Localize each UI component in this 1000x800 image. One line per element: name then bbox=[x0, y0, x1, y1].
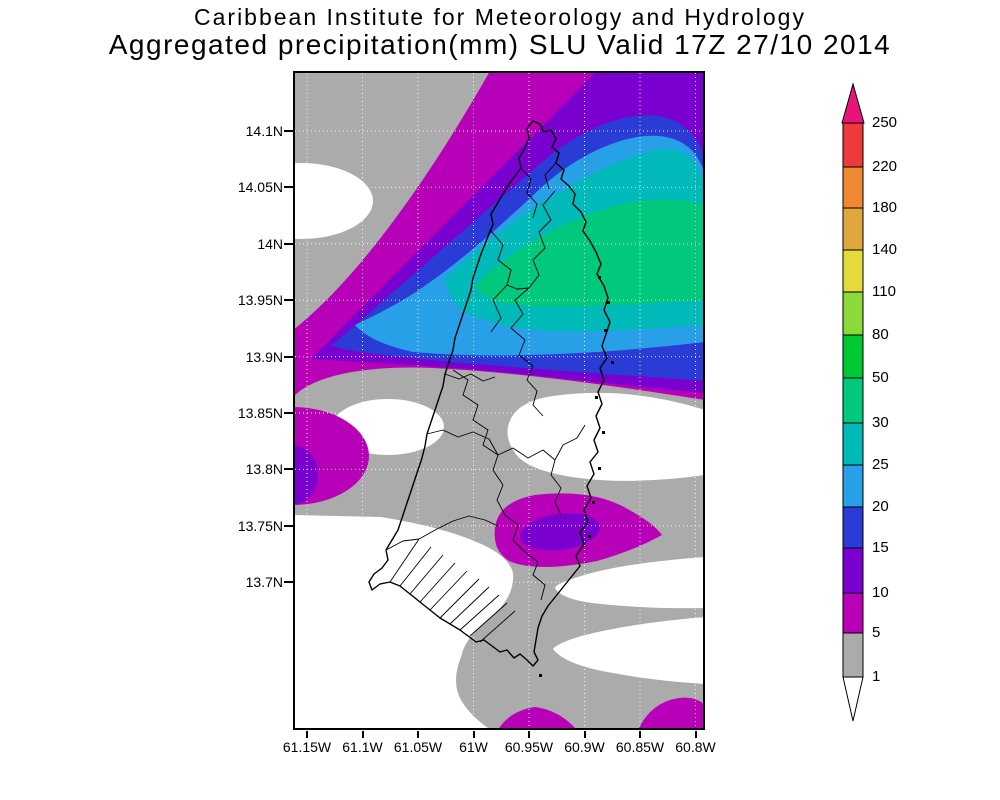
lat-tick-label: 14.1N bbox=[245, 123, 283, 139]
lat-tick bbox=[284, 299, 293, 302]
band-sub1mm-east-mid bbox=[507, 392, 705, 481]
colorbar-segment-blue bbox=[842, 506, 864, 549]
colorbar-above-max-arrow bbox=[841, 82, 865, 124]
lat-tick-label: 13.75N bbox=[237, 517, 283, 534]
band-30-50mm-core bbox=[475, 199, 705, 307]
colorbar bbox=[841, 82, 865, 722]
plot-title: Aggregated precipitation(mm) SLU Valid 1… bbox=[108, 29, 892, 60]
colorbar-level-label: 30 bbox=[872, 414, 889, 431]
colorbar-segment-violet bbox=[842, 547, 864, 594]
lat-tick bbox=[284, 524, 293, 527]
lat-tick bbox=[284, 581, 293, 584]
lon-tick-label: 61W bbox=[459, 739, 488, 755]
lat-tick bbox=[284, 468, 293, 471]
institution-title: Caribbean Institute for Meteorology and … bbox=[194, 4, 806, 30]
lat-tick-label: 13.9N bbox=[245, 348, 283, 365]
band-sub1mm-southeast-lower bbox=[553, 617, 705, 684]
precipitation-map bbox=[293, 71, 705, 730]
lat-tick-label: 13.7N bbox=[245, 574, 283, 591]
colorbar-segment-orange bbox=[842, 166, 864, 209]
colorbar-segment-amber bbox=[842, 207, 864, 251]
lon-tick-label: 61.1W bbox=[342, 739, 383, 755]
lon-tick bbox=[417, 731, 419, 738]
lon-tick-label: 60.95W bbox=[504, 739, 554, 755]
colorbar-segment-lightblue bbox=[842, 464, 864, 508]
colorbar-segment-green bbox=[842, 334, 864, 379]
lat-tick bbox=[284, 355, 293, 358]
lat-tick bbox=[284, 130, 293, 132]
lon-tick bbox=[583, 731, 586, 738]
lat-tick bbox=[284, 186, 293, 189]
colorbar-level-label: 1 bbox=[872, 668, 881, 685]
lon-tick bbox=[472, 731, 475, 738]
lat-tick-label: 14N bbox=[257, 235, 283, 252]
band-sub1mm-northwest bbox=[293, 163, 373, 239]
title-block: Caribbean Institute for Meteorology and … bbox=[0, 4, 1000, 59]
colorbar-level-label: 20 bbox=[872, 498, 889, 515]
band-5-10mm-southeast-corner bbox=[638, 697, 705, 730]
lon-tick-label: 61.05W bbox=[393, 739, 443, 755]
colorbar-level-label: 220 bbox=[872, 158, 898, 175]
band-10-15mm-west-core bbox=[293, 445, 318, 505]
lon-tick bbox=[528, 731, 530, 738]
colorbar-level-label: 5 bbox=[872, 624, 881, 641]
precipitation-field bbox=[293, 71, 705, 730]
watershed-boundaries bbox=[385, 162, 586, 643]
colorbar-level-label: 15 bbox=[872, 539, 889, 556]
lon-tick bbox=[306, 731, 308, 738]
lat-tick-label: 13.95N bbox=[237, 292, 283, 309]
colorbar-segment-springgreen bbox=[842, 377, 864, 424]
island-saint-lucia bbox=[368, 120, 614, 677]
island-coastline bbox=[368, 120, 611, 667]
colorbar-below-min-arrow bbox=[842, 676, 864, 722]
colorbar-level-label: 140 bbox=[872, 241, 898, 258]
colorbar-segment-red bbox=[842, 122, 864, 168]
band-sub1mm-southwest bbox=[293, 515, 514, 730]
colorbar-level-label: 50 bbox=[872, 369, 889, 386]
colorbar-segment-magenta bbox=[842, 592, 864, 634]
colorbar-level-label: 250 bbox=[872, 114, 898, 131]
lat-tick bbox=[284, 242, 293, 245]
offshore-islets bbox=[539, 276, 614, 677]
lon-tick bbox=[639, 731, 641, 738]
lat-tick bbox=[284, 412, 293, 414]
colorbar-segments bbox=[842, 122, 864, 678]
band-sub1mm-southeast-upper bbox=[555, 557, 705, 609]
lon-tick-label: 61.15W bbox=[282, 739, 332, 755]
band-5-10mm-south-bump bbox=[498, 707, 577, 730]
colorbar-level-label: 80 bbox=[872, 326, 889, 343]
colorbar-level-label: 110 bbox=[872, 283, 896, 300]
colorbar-level-label: 10 bbox=[872, 584, 889, 601]
lon-tick bbox=[694, 731, 697, 738]
colorbar-level-label: 180 bbox=[872, 199, 898, 216]
colorbar-segment-gray bbox=[842, 632, 864, 678]
lon-tick bbox=[361, 731, 364, 738]
lat-tick-label: 14.05N bbox=[237, 179, 283, 196]
lon-tick-label: 60.9W bbox=[564, 739, 605, 755]
grid bbox=[295, 73, 703, 728]
lat-tick-label: 13.8N bbox=[245, 461, 283, 478]
colorbar-level-label: 25 bbox=[872, 456, 889, 473]
lon-tick-label: 60.85W bbox=[615, 739, 665, 755]
lon-tick-label: 60.8W bbox=[675, 739, 716, 755]
colorbar-segment-teal bbox=[842, 422, 864, 466]
colorbar-segment-yellowgreen bbox=[842, 291, 864, 336]
colorbar-segment-yellow bbox=[842, 249, 864, 293]
map-frame bbox=[293, 71, 705, 730]
band-10-15mm-eastcentral-core bbox=[520, 513, 600, 551]
lat-tick-label: 13.85N bbox=[237, 405, 283, 421]
